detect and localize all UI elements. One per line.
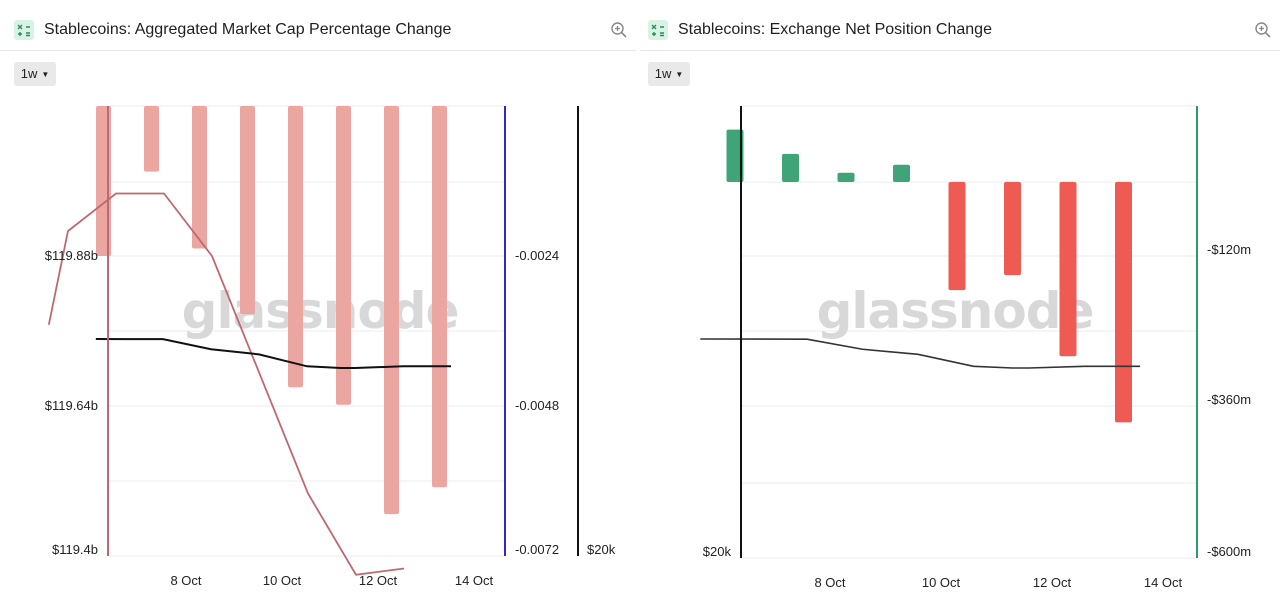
x-tick-label: 12 Oct	[1033, 575, 1072, 590]
chart-title: Stablecoins: Exchange Net Position Chang…	[678, 21, 992, 38]
bar	[336, 106, 351, 405]
y-tick-label-left: $119.88b	[45, 248, 98, 263]
bar	[288, 106, 303, 388]
zoom-in-icon[interactable]	[610, 21, 628, 39]
calculator-icon	[14, 20, 34, 40]
x-tick-label: 8 Oct	[170, 573, 201, 588]
x-tick-label: 8 Oct	[814, 575, 845, 590]
bar	[384, 106, 399, 515]
y-tick-label-left: $119.4b	[52, 542, 98, 557]
x-tick-label: 14 Oct	[1144, 575, 1183, 590]
x-tick-label: 10 Oct	[922, 575, 961, 590]
bar	[893, 164, 910, 182]
y-tick-label-left: $119.64b	[45, 398, 98, 413]
period-label: 1w	[20, 66, 38, 81]
series-line-price	[95, 338, 451, 369]
calculator-icon	[648, 20, 668, 40]
caret-down-icon: ▼	[675, 69, 684, 79]
bar	[192, 106, 207, 249]
period-label: 1w	[654, 66, 672, 81]
market-cap-chart: glassnode $119.88b $119.64b $119.4b -0.0024 -…	[45, 105, 616, 588]
bar	[144, 106, 159, 172]
period-select[interactable]: 1w ▼	[14, 62, 56, 86]
caret-down-icon: ▼	[41, 69, 50, 79]
y-tick-label-right: -$120m	[1207, 242, 1251, 257]
watermark: glassnode	[182, 282, 459, 340]
y-tick-label-left: $20k	[703, 544, 732, 559]
y-tick-label-right: -$600m	[1207, 544, 1251, 559]
panel-header: Stablecoins: Aggregated Market Cap Perce…	[0, 10, 636, 51]
bar	[948, 182, 966, 291]
zoom-in-icon[interactable]	[1254, 21, 1272, 39]
y-tick-label-right: -0.0072	[515, 542, 559, 557]
x-tick-label: 10 Oct	[263, 573, 302, 588]
watermark: glassnode	[817, 282, 1094, 340]
bar	[726, 129, 744, 182]
series-line-price	[700, 338, 1140, 369]
y-tick-label-right: -0.0024	[515, 248, 559, 263]
bar	[240, 106, 255, 315]
chart-panel-net-position: Stablecoins: Exchange Net Position Chang…	[640, 0, 1280, 608]
y-tick-label-right: -0.0048	[515, 398, 559, 413]
net-position-chart: glassnode $20k -$120m -$360m -$600m 8 Oct 10 O…	[700, 105, 1251, 590]
x-tick-label: 12 Oct	[359, 573, 398, 588]
y-tick-label-far: $20k	[587, 542, 616, 557]
period-select[interactable]: 1w ▼	[648, 62, 690, 86]
chart-panel-market-cap: Stablecoins: Aggregated Market Cap Perce…	[0, 0, 636, 608]
x-tick-label: 14 Oct	[455, 573, 494, 588]
bar	[1115, 182, 1132, 423]
bar	[837, 172, 855, 182]
series-line-market-cap	[47, 192, 405, 576]
bar	[1004, 182, 1021, 276]
chart-title: Stablecoins: Aggregated Market Cap Perce…	[44, 21, 452, 38]
panel-header: Stablecoins: Exchange Net Position Chang…	[640, 10, 1280, 51]
y-tick-label-right: -$360m	[1207, 392, 1251, 407]
bar	[1059, 182, 1077, 357]
bar	[782, 153, 799, 182]
bar	[432, 106, 447, 488]
